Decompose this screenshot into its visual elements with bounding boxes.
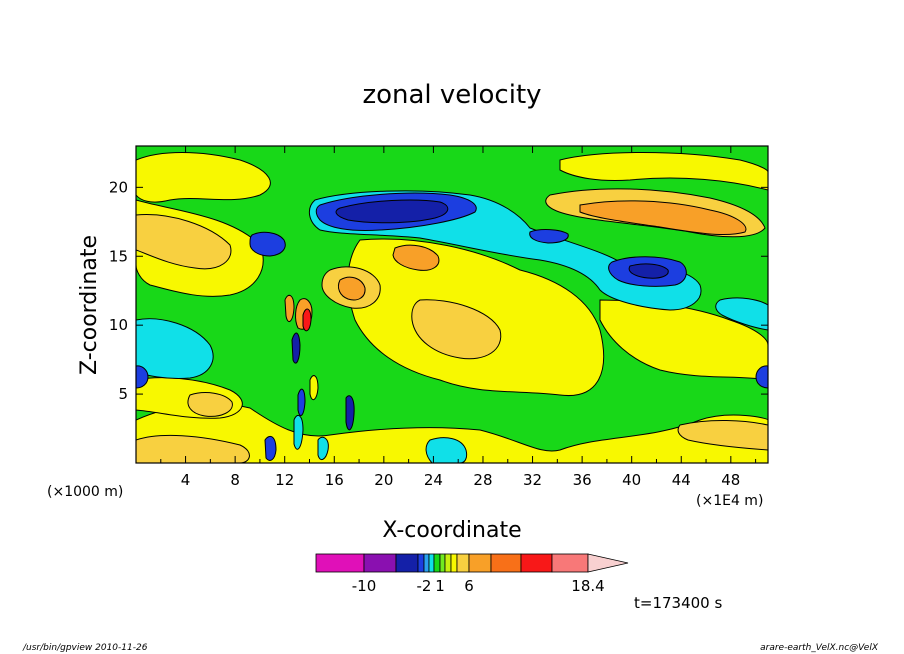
colorbar-labels: -10 -2 1 6 18.4 <box>352 577 605 595</box>
x-axis: 4 8 12 16 20 24 28 32 36 40 44 48 <box>160 146 757 489</box>
contour-field <box>136 146 768 463</box>
colorbar-swatch <box>439 553 446 573</box>
x-tick-label: 28 <box>473 471 492 489</box>
colorbar-swatch <box>450 553 458 573</box>
colorbar-label: 18.4 <box>571 577 604 595</box>
orange-region <box>392 244 440 271</box>
x-tick-label: 8 <box>230 471 240 489</box>
colorbar-swatch <box>395 553 419 573</box>
colorbar-swatch <box>551 553 589 573</box>
blue-region <box>136 365 149 389</box>
chart-title: zonal velocity <box>362 80 541 110</box>
x-tick-label: 32 <box>523 471 542 489</box>
colorbar-swatch <box>490 553 522 573</box>
yellow-region <box>559 152 768 191</box>
x-unit-left: (×1000 m) <box>47 484 123 500</box>
x-tick-label: 44 <box>672 471 691 489</box>
colorbar-label: 6 <box>464 577 474 595</box>
yellow-region <box>136 402 768 463</box>
colorbar-swatch <box>444 553 452 573</box>
colorbar-swatch <box>315 553 365 573</box>
y-tick-label: 10 <box>109 316 128 334</box>
footer-left: /usr/bin/gpview 2010-11-26 <box>22 643 148 653</box>
cyan-region <box>425 437 468 463</box>
x-tick-label: 40 <box>622 471 641 489</box>
x-tick-label: 4 <box>181 471 191 489</box>
y-tick-label: 5 <box>118 385 128 403</box>
colorbar <box>315 553 629 573</box>
light-orange-region <box>136 214 232 270</box>
x-tick-label: 48 <box>721 471 740 489</box>
x-tick-label: 20 <box>374 471 393 489</box>
colorbar-label: -2 <box>417 577 432 595</box>
y-axis-label: Z-coordinate <box>77 235 102 375</box>
dark-blue-region <box>628 263 669 279</box>
yellow-region <box>136 152 271 203</box>
x-tick-label: 24 <box>424 471 443 489</box>
colorbar-swatch <box>433 553 441 573</box>
orange-region <box>579 200 747 236</box>
colorbar-swatch <box>417 553 425 573</box>
light-orange-region <box>677 420 768 451</box>
x-tick-label: 16 <box>325 471 344 489</box>
blue-region <box>755 365 768 389</box>
colorbar-swatch <box>428 553 435 573</box>
y-tick-label: 15 <box>109 247 128 265</box>
colorbar-swatch <box>363 553 397 573</box>
colorbar-swatch <box>456 553 470 573</box>
y-axis: 5 10 15 20 <box>109 178 768 403</box>
colorbar-label: 1 <box>435 577 445 595</box>
blue-region <box>249 231 286 257</box>
blue-region <box>529 229 569 244</box>
colorbar-swatch <box>520 553 553 573</box>
light-orange-region <box>187 392 233 417</box>
time-label: t=173400 s <box>634 594 722 612</box>
x-tick-label: 12 <box>275 471 294 489</box>
colorbar-label: -10 <box>352 577 377 595</box>
x-axis-label: X-coordinate <box>382 518 521 543</box>
x-tick-label: 36 <box>573 471 592 489</box>
light-orange-region <box>411 299 502 360</box>
colorbar-swatch <box>423 553 430 573</box>
cyan-region <box>136 318 214 379</box>
plot-frame <box>135 145 769 464</box>
cyan-region <box>715 297 768 331</box>
x-unit-right: (×1E4 m) <box>696 493 763 509</box>
colorbar-swatch <box>468 553 492 573</box>
light-orange-region <box>136 434 250 463</box>
y-tick-label: 20 <box>109 178 128 196</box>
orange-region <box>337 276 366 301</box>
dark-blue-region <box>335 199 449 224</box>
colorbar-extend-arrow <box>587 553 629 573</box>
footer-right: arare-earth_VelX.nc@VelX <box>760 643 879 653</box>
turbulence-streaks <box>264 294 355 461</box>
